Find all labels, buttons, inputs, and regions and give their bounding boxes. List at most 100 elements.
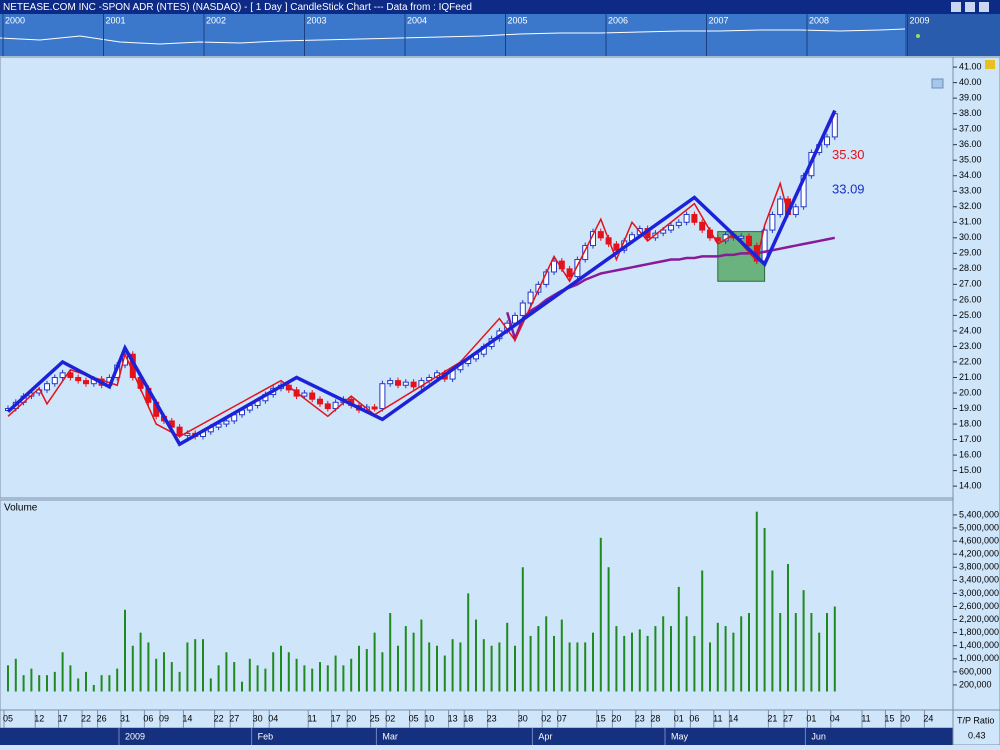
volume-bar — [256, 665, 259, 692]
window-button[interactable] — [979, 2, 989, 12]
y-tick-label: 34.00 — [959, 170, 982, 180]
overview-marker — [916, 34, 920, 38]
candle — [176, 426, 183, 436]
y-tick-label: 18.00 — [959, 418, 982, 428]
x-tick-label: 23 — [635, 713, 645, 723]
y-tick-label: 27.00 — [959, 279, 982, 289]
volume-bar — [670, 626, 672, 692]
x-tick-label: 09 — [159, 713, 169, 723]
volume-bar — [404, 626, 407, 692]
volume-bar — [553, 635, 555, 692]
volume-bar — [30, 668, 33, 692]
candle — [792, 206, 799, 216]
y-tick-label: 31.00 — [959, 217, 982, 227]
x-tick-label: 22 — [81, 713, 91, 723]
x-tick-label: 02 — [541, 713, 551, 723]
y-tick-label: 1,000,000 — [959, 653, 999, 663]
y-tick-label: 15.00 — [959, 465, 982, 475]
volume-bar — [740, 616, 743, 692]
volume-bar — [326, 665, 329, 692]
overview-year: 2007 — [709, 15, 729, 25]
window-button[interactable] — [965, 2, 975, 12]
y-tick-label: 5,400,000 — [959, 509, 999, 519]
volume-bar — [139, 632, 142, 692]
volume-bar — [85, 671, 87, 692]
candle — [777, 198, 784, 216]
x-tick-label: 01 — [806, 713, 816, 723]
pane-icon[interactable] — [931, 78, 944, 89]
candle — [223, 420, 230, 425]
y-tick-label: 35.00 — [959, 155, 982, 165]
y-tick-label: 17.00 — [959, 434, 982, 444]
volume-bar — [116, 668, 119, 692]
volume-bar — [646, 635, 649, 692]
candle — [410, 381, 417, 388]
y-tick-label: 25.00 — [959, 310, 982, 320]
window-button[interactable] — [951, 2, 961, 12]
candle — [566, 268, 573, 278]
y-tick-label: 19.00 — [959, 403, 982, 413]
volume-bar — [623, 635, 626, 692]
volume-bar — [787, 563, 789, 692]
volume-bar — [810, 613, 813, 692]
x-tick-label: 30 — [518, 713, 528, 723]
y-tick-label: 600,000 — [959, 666, 992, 676]
y-tick-label: 20.00 — [959, 387, 982, 397]
overview-line — [0, 28, 906, 45]
candle — [675, 221, 682, 226]
overview-year: 2005 — [508, 15, 528, 25]
pane-title: Volume — [4, 503, 38, 514]
x-tick-label: 20 — [900, 713, 910, 723]
volume-bar — [69, 665, 72, 692]
x-tick-label: 20 — [611, 713, 621, 723]
candle — [402, 381, 409, 386]
volume-bar — [342, 665, 345, 692]
volume-bar — [436, 645, 438, 692]
volume-bar — [490, 645, 493, 692]
volume-bar — [467, 593, 470, 692]
price-pane[interactable] — [0, 56, 954, 499]
x-tick-label: 15 — [884, 713, 894, 723]
x-tick-label: 11 — [308, 713, 317, 723]
x-tick-label: 01 — [674, 713, 684, 723]
candle — [44, 383, 50, 391]
candle — [582, 245, 589, 261]
x-tick-label: 17 — [58, 713, 68, 723]
volume-bar — [459, 642, 462, 692]
y-tick-label: 4,200,000 — [959, 549, 999, 559]
candle — [332, 401, 339, 410]
volume-bar — [350, 658, 353, 692]
volume-bar — [202, 639, 204, 692]
y-tick-label: 41.00 — [959, 61, 982, 71]
x-tick-label: 24 — [923, 713, 933, 723]
y-tick-label: 1,400,000 — [959, 640, 999, 650]
volume-bar — [451, 639, 454, 692]
lock-icon[interactable] — [985, 60, 995, 69]
candle — [574, 259, 581, 278]
overview-window[interactable] — [905, 14, 1000, 56]
y-tick-label: 3,800,000 — [959, 562, 999, 572]
volume-bar — [124, 609, 126, 692]
candle — [660, 229, 667, 234]
candle — [597, 231, 604, 239]
volume-bar — [365, 648, 368, 692]
candle — [683, 214, 690, 223]
candle — [317, 398, 323, 405]
x-tick-label: 14 — [182, 713, 192, 723]
volume-bar — [77, 678, 80, 692]
x-tick-label: 15 — [596, 713, 606, 723]
volume-bar — [280, 645, 282, 692]
volume-bar — [802, 590, 805, 692]
volume-bar — [638, 629, 641, 692]
candle — [395, 380, 401, 386]
volume-bar — [709, 642, 711, 692]
candle — [371, 406, 378, 410]
x-tick-label: 04 — [268, 713, 278, 723]
overview-year: 2002 — [206, 15, 226, 25]
price-annotation: 35.30 — [832, 147, 865, 162]
x-tick-label: 06 — [143, 713, 153, 723]
volume-bar — [233, 662, 236, 692]
volume-bar — [334, 655, 337, 692]
volume-bar — [529, 635, 532, 692]
